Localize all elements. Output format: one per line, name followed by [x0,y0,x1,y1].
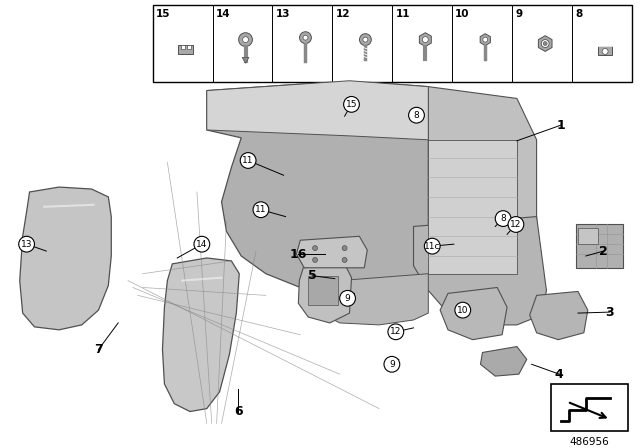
Text: 9: 9 [345,294,351,303]
Circle shape [495,211,511,226]
Circle shape [541,39,549,47]
Text: 8: 8 [500,214,506,223]
Text: 13: 13 [21,240,33,249]
Polygon shape [413,216,547,325]
Text: 6: 6 [234,405,243,418]
Circle shape [455,302,470,318]
Bar [180,44,184,49]
Polygon shape [413,86,536,274]
Polygon shape [481,347,527,376]
Circle shape [303,35,308,40]
Text: 11c: 11c [424,241,440,250]
Circle shape [388,324,404,340]
Circle shape [508,216,524,233]
Text: 8: 8 [575,9,582,19]
Circle shape [483,37,488,42]
Polygon shape [163,258,239,412]
Text: 12: 12 [510,220,522,229]
Circle shape [384,357,400,372]
Circle shape [342,258,347,263]
Polygon shape [530,292,588,340]
Circle shape [19,236,35,252]
Circle shape [194,236,210,252]
Circle shape [422,37,428,43]
Text: 15: 15 [156,9,170,19]
Circle shape [340,290,355,306]
Text: 486956: 486956 [570,437,610,447]
Text: 10: 10 [457,306,468,314]
Polygon shape [207,81,428,295]
Circle shape [602,48,608,54]
Bar [578,228,598,244]
Circle shape [424,238,440,254]
Text: 12: 12 [335,9,350,19]
Polygon shape [428,140,517,274]
Text: 3: 3 [605,306,614,319]
Polygon shape [20,187,111,330]
Polygon shape [480,34,490,46]
Text: 9: 9 [515,9,522,19]
Polygon shape [310,274,428,325]
Text: 12: 12 [390,327,401,336]
Text: 15: 15 [346,100,357,109]
Polygon shape [296,236,367,268]
Circle shape [543,42,547,46]
Text: 16: 16 [290,247,307,261]
Text: 8: 8 [413,111,419,120]
Text: 14: 14 [196,240,207,249]
Bar [178,44,193,54]
Bar [308,276,338,305]
Circle shape [360,34,371,46]
Circle shape [253,202,269,218]
Circle shape [408,108,424,123]
Circle shape [239,33,252,47]
Bar [552,384,628,431]
Polygon shape [440,288,507,340]
Text: 4: 4 [555,368,564,381]
Text: 7: 7 [94,343,103,356]
Circle shape [300,32,312,43]
Circle shape [363,37,368,42]
Text: 11: 11 [396,9,410,19]
Text: 10: 10 [455,9,470,19]
Polygon shape [538,36,552,52]
Circle shape [312,258,317,263]
Text: 11: 11 [255,205,267,214]
Bar [598,46,612,56]
Circle shape [312,246,317,250]
Text: 11: 11 [243,156,254,165]
Text: 2: 2 [599,245,608,258]
Text: 14: 14 [216,9,230,19]
Polygon shape [419,33,431,47]
Polygon shape [207,81,428,140]
Bar [152,5,632,82]
Polygon shape [298,264,351,323]
Circle shape [240,153,256,168]
Text: 9: 9 [389,360,395,369]
Bar [187,44,191,49]
Circle shape [344,96,360,112]
Text: 5: 5 [308,269,317,282]
Circle shape [243,37,248,43]
Polygon shape [576,224,623,268]
Text: 13: 13 [275,9,290,19]
Text: 1: 1 [557,119,566,132]
Circle shape [342,246,347,250]
Polygon shape [242,57,249,63]
